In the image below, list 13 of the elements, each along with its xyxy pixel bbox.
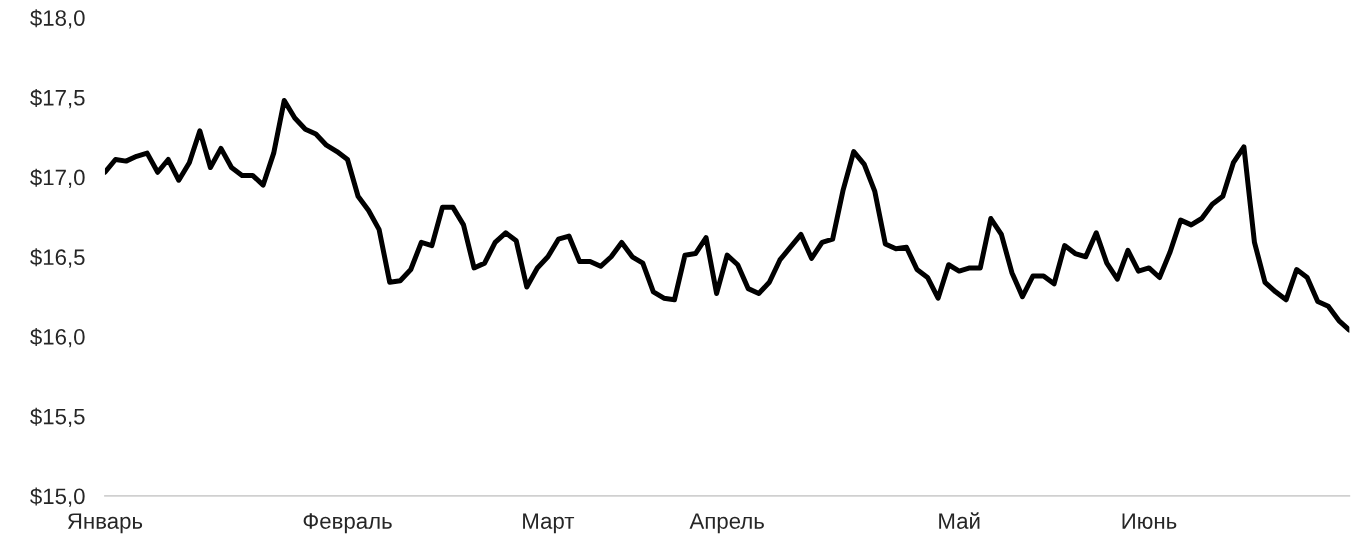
y-tick-label: $16,5 (30, 248, 85, 268)
y-tick-label: $17,5 (30, 88, 85, 109)
x-tick-label: Март (523, 513, 575, 534)
x-tick-label: Июнь (1122, 513, 1177, 529)
x-tick-label: Апрель (689, 513, 764, 534)
x-tick-label: Январь (67, 513, 143, 534)
x-tick-label: Май (939, 512, 980, 529)
y-tick-label: $15,5 (30, 407, 85, 428)
x-tick-label: Февраль (303, 513, 392, 534)
y-tick-label: $16,0 (30, 328, 85, 348)
y-tick-label: $15,0 (30, 487, 85, 507)
y-tick-label: $17,0 (30, 168, 85, 188)
y-tick-label: $18,0 (30, 9, 85, 29)
